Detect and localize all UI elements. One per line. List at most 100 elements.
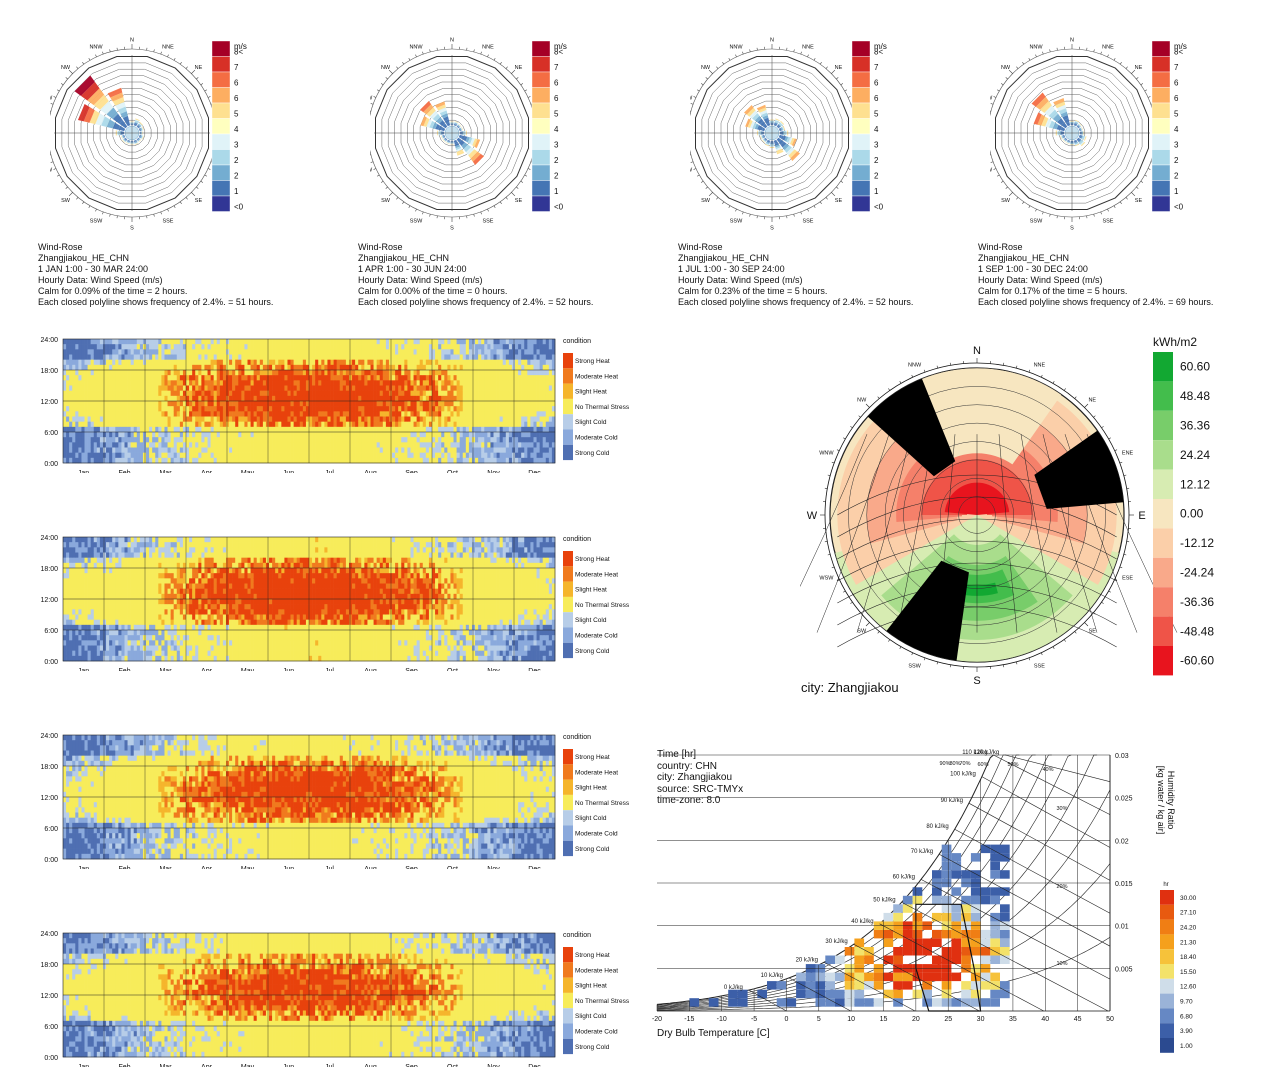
wind-rose-tick (179, 201, 182, 205)
heatmap-cell (158, 390, 162, 397)
wind-rose-petal (1048, 120, 1056, 129)
heatmap-cell (256, 411, 261, 417)
heatmap-cell (508, 349, 513, 355)
heatmap-cell (345, 375, 350, 381)
wind-legend-label: <0 (234, 203, 244, 212)
heatmap-cell (262, 364, 267, 371)
heatmap-cell (235, 426, 239, 433)
heatmap-cell (444, 349, 448, 355)
heatmap-cell (81, 406, 85, 412)
wind-rose-tick (480, 211, 482, 215)
heatmap-cell (342, 349, 347, 355)
heatmap-cell (201, 457, 205, 464)
heatmap-cell (496, 354, 500, 360)
heatmap-cell (222, 359, 227, 366)
heatmap-cell (265, 375, 270, 381)
heatmap-cell (75, 375, 79, 381)
heatmap-cell (404, 432, 408, 438)
heatmap-cell (358, 411, 362, 417)
heatmap-cell (96, 370, 101, 376)
heatmap-cell (309, 406, 313, 412)
heatmap-cell (521, 457, 525, 464)
heatmap-cell (69, 390, 73, 397)
heatmap-cell (511, 354, 516, 360)
heatmap-cell (324, 344, 328, 350)
heatmap-cell (250, 390, 254, 397)
heatmap-cell (182, 447, 187, 453)
heatmap-cell (361, 370, 365, 376)
wind-rose-tick (831, 69, 836, 74)
heatmap-cell (342, 359, 347, 366)
heatmap-cell (419, 437, 424, 443)
heatmap-cell (471, 380, 476, 386)
heatmap-cell (238, 370, 242, 376)
heatmap-cell (210, 395, 214, 402)
heatmap-cell (385, 354, 390, 360)
heatmap-cell (521, 375, 525, 381)
heatmap-cell (124, 411, 128, 417)
heatmap-cell (342, 426, 347, 433)
wind-rose-petal (115, 101, 126, 110)
heatmap-cell (318, 401, 322, 407)
heatmap-cell (392, 457, 396, 464)
heatmap-cell (133, 421, 138, 428)
wind-legend-swatch (851, 118, 871, 135)
heatmap-cell (121, 457, 125, 464)
heatmap-cell (179, 375, 184, 381)
heatmap-cell (545, 406, 550, 412)
heatmap-cell (392, 359, 396, 366)
heatmap-cell (539, 385, 544, 391)
heatmap-cell (216, 432, 221, 438)
heatmap-cell (324, 432, 328, 438)
heatmap-cell (478, 426, 482, 433)
heatmap-cell (179, 437, 184, 443)
heatmap-cell (161, 457, 165, 464)
heatmap-cell (379, 364, 384, 371)
heatmap-cell (158, 442, 162, 448)
heatmap-cell (102, 442, 107, 448)
heatmap-cell (63, 578, 67, 584)
heatmap-cell (102, 349, 107, 355)
wind-rose-petal (456, 149, 464, 154)
heatmap-cell (459, 457, 464, 464)
heatmap-cell (367, 364, 371, 371)
heatmap-cell (198, 390, 202, 397)
heatmap-cell (327, 354, 331, 360)
wind-rose-petal (779, 122, 783, 126)
heatmap-cell (305, 421, 310, 428)
heatmap-cell (533, 411, 537, 417)
heatmap-cell (388, 421, 393, 428)
heatmap-cell (511, 452, 516, 459)
heatmap-cell (496, 457, 500, 464)
heatmap-cell (149, 354, 153, 360)
heatmap-cell (155, 364, 159, 371)
heatmap-cell (530, 401, 534, 407)
heatmap-cell (385, 442, 390, 448)
heatmap-cell (130, 349, 135, 355)
heatmap-cell (456, 437, 460, 443)
heatmap-cell (327, 406, 331, 412)
heatmap-cell (471, 339, 476, 345)
heatmap-cell (259, 421, 264, 428)
heatmap-cell (336, 401, 341, 407)
heatmap-cell (118, 437, 122, 443)
heatmap-cell (373, 411, 377, 417)
wind-rose-petal (463, 136, 468, 142)
heatmap-cell (539, 421, 544, 428)
heatmap-cell (484, 349, 488, 355)
heatmap-cell (493, 457, 497, 464)
heatmap-cell (115, 359, 119, 366)
heatmap-cell (142, 421, 147, 428)
heatmap-cell (441, 452, 445, 459)
heatmap-cell (515, 426, 519, 433)
heatmap-cell (204, 375, 208, 381)
heatmap-cell (484, 354, 488, 360)
heatmap-cell (265, 426, 270, 433)
heatmap-cell (508, 380, 513, 386)
heatmap-cell (192, 401, 196, 407)
heatmap-cell (238, 401, 242, 407)
heatmap-cell (173, 447, 178, 453)
heatmap-cell (299, 349, 304, 355)
heatmap-cell (425, 447, 430, 453)
heatmap-cell (401, 375, 405, 381)
